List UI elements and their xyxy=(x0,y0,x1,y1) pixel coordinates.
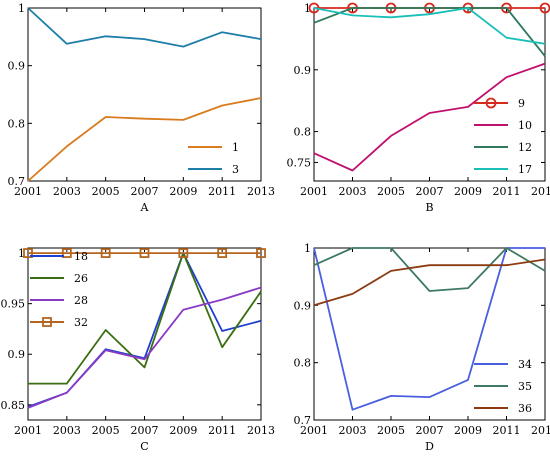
legend-label: 3 xyxy=(232,163,239,176)
x-tick-label: 2007 xyxy=(131,424,159,437)
y-tick-label: 1 xyxy=(304,242,311,255)
series-line-28 xyxy=(27,286,262,409)
panel-label: A xyxy=(140,201,150,214)
x-tick-label: 2001 xyxy=(300,424,328,437)
panel-label: B xyxy=(425,201,433,214)
legend-label: 1 xyxy=(232,141,239,154)
x-tick-label: 2003 xyxy=(53,424,81,437)
y-tick-label: 0.8 xyxy=(294,357,312,370)
axes-frame xyxy=(313,7,546,182)
x-tick-label: 2011 xyxy=(208,185,236,198)
legend-label: 28 xyxy=(74,294,88,307)
x-tick-label: 2001 xyxy=(14,185,42,198)
legend-label: 32 xyxy=(74,316,88,329)
x-tick-label: 2003 xyxy=(339,185,367,198)
x-tick-label: 2003 xyxy=(339,424,367,437)
x-tick-label: 2003 xyxy=(53,185,81,198)
x-tick-label: 2005 xyxy=(92,185,120,198)
y-tick-label: 0.7 xyxy=(8,175,26,188)
series-line-3 xyxy=(27,7,262,48)
x-tick-label: 2009 xyxy=(454,185,482,198)
panel-a: 2001 2003 2005 2007 2009 2011 2013 0.7 0.8 0.9 1 1 3… xyxy=(8,2,276,214)
y-tick-label: 1 xyxy=(18,2,25,15)
legend-label: 10 xyxy=(518,119,532,132)
x-tick-label: 2009 xyxy=(454,424,482,437)
y-tick-label: 0.85 xyxy=(1,399,26,412)
series-line-34 xyxy=(313,247,545,411)
panel-label: C xyxy=(140,440,148,453)
x-tick-label: 2011 xyxy=(493,185,521,198)
series-marker-32 xyxy=(256,248,266,258)
legend-label: 35 xyxy=(518,380,532,393)
series-marker-32 xyxy=(61,248,72,258)
y-tick-label: 0.8 xyxy=(8,117,26,130)
series-line-12 xyxy=(313,7,546,57)
legend-label: 9 xyxy=(518,97,525,110)
series-marker-32 xyxy=(217,248,228,258)
x-tick-label: 2001 xyxy=(300,185,328,198)
x-tick-label: 2009 xyxy=(169,185,197,198)
y-tick-label: 0.9 xyxy=(294,64,312,77)
x-tick-label: 2013 xyxy=(247,424,275,437)
series-marker-32 xyxy=(178,248,189,258)
legend-label: 34 xyxy=(518,358,532,371)
legend-label: 17 xyxy=(518,163,532,176)
series-line-36 xyxy=(313,258,546,307)
series-line-10 xyxy=(313,62,546,172)
y-tick-label: 1 xyxy=(18,247,25,260)
y-tick-label: 0.9 xyxy=(8,60,26,73)
x-tick-label: 2007 xyxy=(416,185,444,198)
y-tick-label: 0.8 xyxy=(294,126,312,139)
y-tick-label: 1 xyxy=(304,2,311,15)
legend-label: 26 xyxy=(74,272,88,285)
x-tick-label: 2007 xyxy=(416,424,444,437)
series-marker-32 xyxy=(100,248,111,258)
y-tick-label: 0.95 xyxy=(1,298,26,311)
x-tick-label: 2005 xyxy=(92,424,120,437)
y-tick-label: 0.9 xyxy=(8,348,26,361)
x-tick-label: 2013 xyxy=(247,185,275,198)
axes-frame xyxy=(27,7,262,182)
series-line-1 xyxy=(27,97,262,182)
x-tick-label: 2009 xyxy=(169,424,197,437)
y-tick-label: 0.75 xyxy=(287,156,312,169)
panel-b: 2001 2003 2005 2007 2009 2011 2013 0.75 0.8 0.9 1 9… xyxy=(287,2,550,214)
x-tick-label: 2013 xyxy=(531,424,550,437)
legend-marker-9 xyxy=(485,97,497,109)
series-marker-32 xyxy=(139,248,150,258)
series-marker-32 xyxy=(23,248,33,258)
x-tick-label: 2001 xyxy=(14,424,42,437)
y-tick-label: 0.7 xyxy=(294,414,312,427)
x-tick-label: 2013 xyxy=(531,185,550,198)
x-tick-label: 2011 xyxy=(493,424,521,437)
legend-label: 18 xyxy=(74,250,88,263)
x-tick-label: 2005 xyxy=(377,424,405,437)
series-line-17 xyxy=(313,7,546,45)
x-tick-label: 2005 xyxy=(377,185,405,198)
x-tick-label: 2011 xyxy=(208,424,236,437)
panel-label: D xyxy=(425,440,434,453)
legend-label: 36 xyxy=(518,402,532,415)
panel-d: 2001 2003 2005 2007 2009 2011 2013 0.7 0.8 0.9 1 34… xyxy=(294,242,550,453)
x-tick-label: 2007 xyxy=(131,185,159,198)
series-line-26 xyxy=(28,252,262,385)
y-tick-label: 0.9 xyxy=(294,299,312,312)
legend-marker-32 xyxy=(42,317,52,327)
legend-label: 12 xyxy=(518,141,532,154)
series-line-35 xyxy=(313,247,546,292)
panel-c: 2001 2003 2005 2007 2009 2011 2013 0.85 0.9 0.95 1… xyxy=(1,247,276,453)
